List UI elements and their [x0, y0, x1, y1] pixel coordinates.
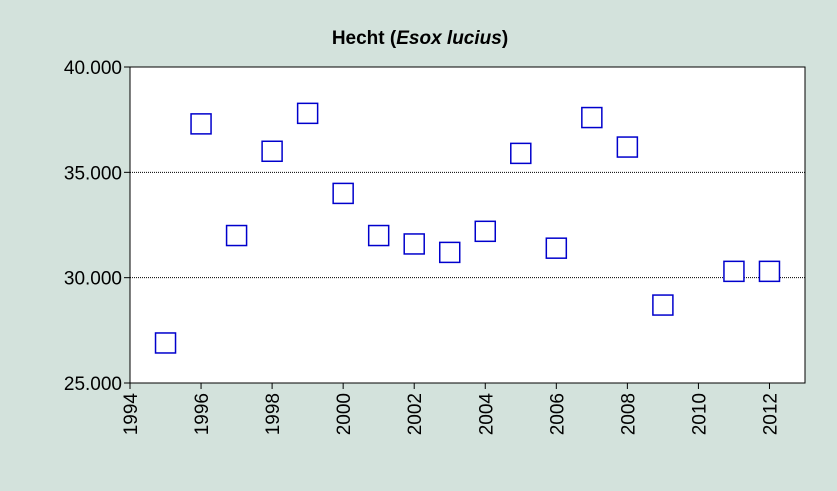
marker — [261, 140, 283, 163]
marker — [581, 106, 603, 129]
y-tick-label: 35.000 — [64, 163, 122, 184]
marker — [510, 142, 532, 165]
marker — [296, 102, 319, 125]
marker — [190, 113, 212, 135]
x-tick-label: 2004 — [476, 393, 497, 436]
y-tick-label: 25.000 — [64, 374, 122, 395]
x-tick-label: 2012 — [760, 393, 781, 435]
title-part: Esox lucius — [396, 28, 502, 49]
marker — [154, 332, 177, 354]
marker — [225, 224, 248, 247]
marker — [758, 260, 781, 283]
x-tick-label: 2008 — [618, 393, 639, 435]
marker — [652, 294, 674, 316]
x-tick-label: 2002 — [405, 393, 426, 435]
marker — [616, 136, 639, 158]
y-tick-label: 40.000 — [64, 58, 122, 79]
plot-border — [129, 66, 806, 384]
x-tick-label: 2006 — [547, 393, 568, 435]
marker — [723, 260, 745, 283]
title-part: ) — [502, 28, 508, 49]
x-tick-label: 2000 — [334, 393, 355, 435]
marker — [367, 224, 390, 247]
marker — [438, 241, 461, 264]
title-part: Hecht ( — [332, 28, 397, 49]
x-tick-label: 2010 — [689, 393, 710, 435]
marker — [474, 220, 497, 243]
marker — [545, 237, 568, 259]
marker — [403, 233, 425, 255]
x-tick-label: 1994 — [121, 393, 142, 436]
chart-title: Hecht (Esox lucius) — [332, 28, 508, 49]
x-tick-label: 1998 — [263, 393, 284, 435]
x-tick-label: 1996 — [192, 393, 213, 435]
marker — [332, 182, 354, 205]
y-tick-label: 30.000 — [64, 269, 122, 290]
